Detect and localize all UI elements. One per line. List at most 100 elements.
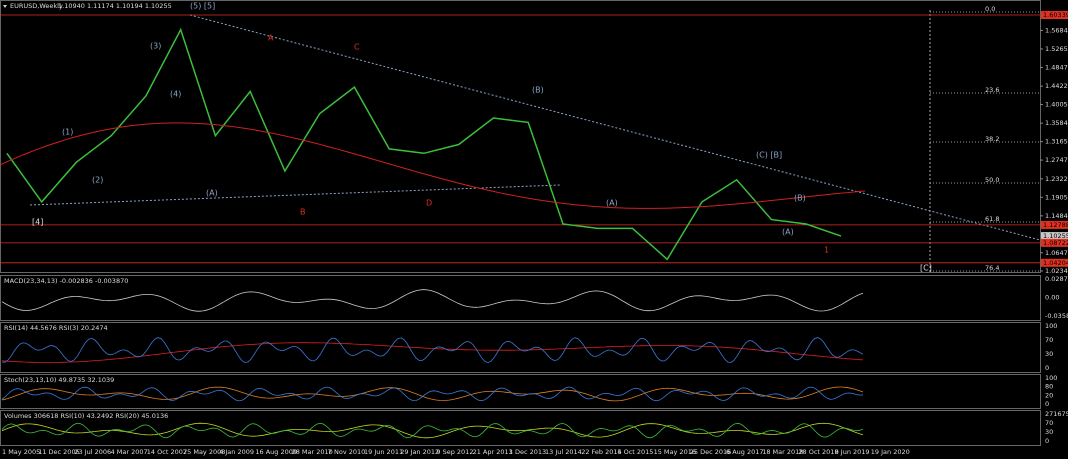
fib-label: 38.2 <box>985 135 999 143</box>
wave-label: (C) [B] <box>756 151 782 160</box>
date-label: 19 Jan 2020 <box>871 448 910 456</box>
price-tag-label: 1.12788 <box>1043 221 1068 229</box>
wave-label: (B) <box>532 86 544 95</box>
price-label: 1.52650 <box>1045 45 1068 53</box>
panel-axis-label: 2716750 <box>1045 410 1068 418</box>
panel-axis-label: 20 <box>1045 391 1053 399</box>
indicator-line <box>1 337 864 364</box>
panel-axis-label: 0.028775 <box>1045 275 1068 283</box>
panel-axis-label: 100 <box>1045 374 1057 382</box>
panel-axis-label: 70 <box>1045 336 1053 344</box>
macd-frame <box>0 275 1041 321</box>
price-label: 1.23220 <box>1045 175 1068 183</box>
trendline <box>189 14 1041 241</box>
wave-label: 1 <box>824 246 829 255</box>
date-label: 14 Oct 2007 <box>147 448 187 456</box>
date-label: 1 Dec 2013 <box>509 448 546 456</box>
wave-label: (A) <box>782 228 794 237</box>
fib-label: 50.0 <box>985 176 999 184</box>
price-tag <box>1041 220 1068 229</box>
indicator-line <box>1 422 864 439</box>
wave-label: (A) <box>206 189 218 198</box>
date-label: 25 May 2008 <box>183 448 225 456</box>
date-label: 19 Jun 2011 <box>364 448 403 456</box>
panel-axis-label: 0 <box>1045 400 1049 408</box>
wave-label: D <box>426 199 432 208</box>
price-label: 1.35840 <box>1045 119 1068 127</box>
date-label: 9 Jun 2019 <box>835 448 870 456</box>
price-label: 1.14840 <box>1045 212 1068 220</box>
date-label: 28 Mar 2010 <box>292 448 333 456</box>
price-tag-label: 1.10255 <box>1043 232 1068 240</box>
wave-label: B <box>300 208 306 217</box>
wave-label: A <box>268 34 274 43</box>
menu-arrow[interactable] <box>3 5 7 8</box>
date-label: 21 Apr 2013 <box>473 448 513 456</box>
date-label: 18 Mar 2018 <box>762 448 803 456</box>
panel-axis-label: 0 <box>1045 437 1049 445</box>
wave-label: (3) <box>150 42 161 51</box>
panel-axis-label: 70 <box>1045 419 1053 427</box>
date-label: 6 Aug 2017 <box>726 448 764 456</box>
panel-axis-label: 30 <box>1045 350 1053 358</box>
price-tag <box>1041 232 1068 241</box>
price-label: 1.48470 <box>1045 63 1068 71</box>
fib-label: 0.0 <box>985 5 995 13</box>
fib-label: 76.4 <box>985 264 999 272</box>
date-label: 25 Dec 2016 <box>690 448 732 456</box>
date-label: 16 Aug 2009 <box>255 448 297 456</box>
wave-label: (4) <box>170 90 181 99</box>
price-label: 1.40050 <box>1045 101 1068 109</box>
price-label: 1.56845 <box>1045 26 1068 34</box>
wave-label: C <box>354 43 360 52</box>
fib-label: 61.8 <box>985 215 999 223</box>
date-label: 4 Mar 2007 <box>111 448 148 456</box>
price-label: 1.02345 <box>1045 267 1068 275</box>
price-tag-label: 1.04204 <box>1043 259 1068 267</box>
price-tag-label: 1.08722 <box>1043 239 1068 247</box>
date-label: 7 Nov 2010 <box>328 448 366 456</box>
price-label: 1.44220 <box>1045 82 1068 90</box>
panel-axis-label: -0.035815 <box>1045 312 1068 320</box>
indicator-line <box>1 386 864 402</box>
trendline <box>29 184 561 206</box>
panel-label: RSI(14) 44.5676 RSI(3) 20.2474 <box>4 324 108 332</box>
price-tag-label: 1.60339 <box>1043 11 1068 19</box>
panel-axis-label: 80 <box>1045 383 1053 391</box>
wave-label: (1) <box>62 128 73 137</box>
date-label: 22 Feb 2015 <box>581 448 621 456</box>
fib-label: 23.6 <box>985 86 999 94</box>
main-frame <box>0 0 1041 273</box>
wave-label: (5) [5] <box>190 2 215 11</box>
date-label: 11 Dec 2005 <box>38 448 80 456</box>
price-line <box>6 27 842 261</box>
date-label: 9 Sep 2012 <box>436 448 473 456</box>
panel-axis-label: 30 <box>1045 428 1053 436</box>
volume-frame <box>0 410 1041 446</box>
panel-axis-label: 100 <box>1045 322 1057 330</box>
wave-label: (A) <box>606 199 618 208</box>
date-label: 28 Oct 2018 <box>798 448 838 456</box>
price-tag <box>1041 238 1068 247</box>
date-label: 1 May 2005 <box>2 448 40 456</box>
ohlc: 1.10940 1.11174 1.10194 1.10255 <box>58 2 172 10</box>
indicator-line <box>1 422 864 439</box>
price-tag <box>1041 258 1068 267</box>
price-label: 1.19050 <box>1045 193 1068 201</box>
wave-label: (2) <box>92 176 103 185</box>
panel-label: Volumes 306618 RSI(10) 43.2492 RSI(20) 4… <box>4 412 168 420</box>
stoch-frame <box>0 374 1041 409</box>
moving-average <box>0 122 866 209</box>
date-label: 29 Jan 2012 <box>400 448 439 456</box>
panel-label: MACD(23,34,13) -0.002836 -0.003870 <box>4 277 128 285</box>
price-label: 1.06470 <box>1045 249 1068 257</box>
wave-label: (B) <box>794 194 806 203</box>
indicator-line <box>1 342 864 363</box>
panel-axis-label: 0.00 <box>1045 294 1059 302</box>
wave-label: [4] <box>32 218 43 227</box>
date-label: 4 Oct 2015 <box>617 448 653 456</box>
indicator-line <box>1 289 864 312</box>
price-label: 1.31650 <box>1045 138 1068 146</box>
